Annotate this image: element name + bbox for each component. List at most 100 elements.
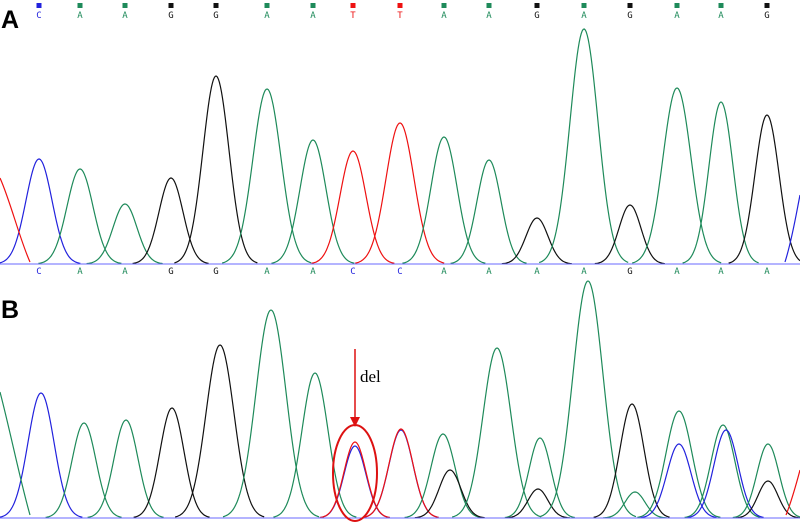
base-call: A [718, 267, 724, 277]
edge-trace-right [784, 194, 800, 263]
base-call: A [718, 11, 724, 21]
base-call: G [168, 267, 173, 277]
deletion-annotation: del [332, 349, 381, 522]
base-marker [674, 3, 680, 8]
peak-a [87, 419, 164, 518]
base-marker [168, 3, 174, 8]
base-call: A [77, 267, 83, 277]
peak-t [362, 428, 439, 519]
peak-a [45, 422, 122, 518]
base-call: C [36, 267, 41, 277]
base-call: G [627, 267, 632, 277]
base-marker [718, 3, 724, 8]
peak-a [732, 443, 800, 519]
peak-g [174, 75, 258, 264]
peak-g [414, 469, 485, 519]
panel-b: B del [0, 280, 800, 522]
base-call: A [310, 267, 316, 277]
base-marker [764, 3, 770, 8]
peak-a [271, 139, 355, 264]
base-call: G [168, 11, 173, 21]
peak-c [0, 392, 83, 518]
panel-a: A C A A G G A A T T A A G A G A A G C A A G G A A C C A A A A G A A A [0, 3, 800, 277]
base-call: G [213, 267, 218, 277]
peak-c [687, 429, 764, 519]
peak-t [355, 122, 445, 264]
peak-g [506, 488, 570, 519]
base-marker [36, 3, 42, 8]
base-marker [441, 3, 447, 8]
base-call: A [264, 11, 270, 21]
base-call: A [581, 267, 587, 277]
base-marker [581, 3, 587, 8]
peak-g [132, 177, 209, 265]
peak-t [311, 150, 395, 264]
deletion-highlight-ellipse [332, 424, 378, 522]
base-marker [77, 3, 83, 8]
peak-g [735, 480, 800, 519]
peak-a [538, 28, 629, 264]
peak-a [86, 203, 163, 265]
panel-a-traces [0, 28, 800, 265]
peak-a [632, 87, 722, 264]
base-marker [534, 3, 540, 8]
peak-a [504, 437, 575, 519]
panel-b-label: B [1, 296, 19, 324]
base-marker [213, 3, 219, 8]
deletion-arrowhead [350, 417, 360, 427]
panel-a-top-base-markers [36, 3, 770, 8]
base-call: A [264, 267, 270, 277]
peak-a [539, 280, 637, 518]
base-call: A [534, 267, 540, 277]
base-marker [350, 3, 356, 8]
base-call: A [674, 267, 680, 277]
edge-trace-left [0, 391, 31, 516]
base-call: T [350, 11, 356, 21]
panel-b-traces [0, 280, 800, 519]
peak-g [594, 204, 665, 265]
peak-a [222, 309, 320, 518]
base-call: G [213, 11, 218, 21]
peak-a [402, 136, 486, 264]
peak-g [728, 114, 800, 264]
base-call: G [627, 11, 632, 21]
base-call: A [122, 267, 128, 277]
base-call: A [581, 11, 587, 21]
peak-g [501, 217, 572, 265]
peak-a [404, 433, 481, 519]
peak-a [38, 168, 122, 264]
base-marker [486, 3, 492, 8]
base-call: A [486, 11, 492, 21]
edge-trace-right [785, 469, 800, 516]
peak-g [133, 407, 210, 518]
base-marker [627, 3, 633, 8]
peak-a [273, 372, 357, 518]
base-marker [264, 3, 270, 8]
base-call: A [441, 267, 447, 277]
base-call: A [77, 11, 83, 21]
peak-t [319, 441, 390, 519]
deletion-label: del [360, 367, 381, 386]
base-call: A [674, 11, 680, 21]
peak-c [640, 443, 717, 519]
base-marker [310, 3, 316, 8]
panel-a-label: A [1, 6, 19, 34]
base-call: A [486, 267, 492, 277]
base-call: T [397, 11, 403, 21]
base-call: A [310, 11, 316, 21]
peak-a [637, 410, 721, 518]
base-marker [397, 3, 403, 8]
peak-a [450, 159, 527, 264]
base-call: C [36, 11, 41, 21]
base-call: A [764, 267, 770, 277]
peak-a [684, 424, 761, 518]
base-call: C [397, 267, 402, 277]
base-call: G [764, 11, 769, 21]
peak-a [222, 88, 312, 264]
base-call: C [350, 267, 355, 277]
base-call: G [534, 11, 539, 21]
peak-a [603, 491, 667, 519]
